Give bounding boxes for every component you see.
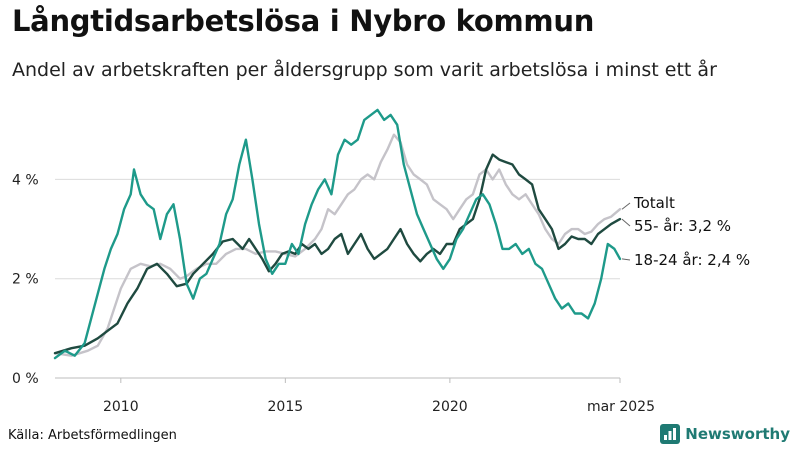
source-note: Källa: Arbetsförmedlingen <box>8 428 177 443</box>
chart-icon <box>660 424 681 444</box>
series-line-1 <box>53 153 622 355</box>
y-tick-label: 4 % <box>12 172 39 188</box>
brand-logo[interactable]: Newsworthy <box>660 424 790 444</box>
series-label-leader <box>621 218 631 227</box>
series-label-leader <box>621 258 631 261</box>
series-end-label: 55- år: 3,2 % <box>634 217 731 235</box>
y-tick-label: 0 % <box>12 371 39 387</box>
series-layer <box>53 108 622 360</box>
x-tick-label: mar 2025 <box>587 399 655 415</box>
chart-title: Långtidsarbetslösa i Nybro kommun <box>12 4 595 38</box>
x-tick-label: 2010 <box>103 399 139 415</box>
series-end-label: Totalt <box>633 194 675 212</box>
series-label-leader <box>621 202 631 210</box>
x-tick-label: 2015 <box>268 399 304 415</box>
series-end-label: 18-24 år: 2,4 % <box>634 251 750 269</box>
grid-layer <box>55 178 621 383</box>
series-line-0 <box>53 133 622 357</box>
chart-subtitle: Andel av arbetskraften per åldersgrupp s… <box>12 59 717 81</box>
label-layer: 0 % 2 % 4 % 2010 2015 2020 mar 2025 Totalt 55- å… <box>12 172 750 415</box>
y-tick-label: 2 % <box>12 272 39 288</box>
series-line-2 <box>53 108 622 360</box>
x-tick-label: 2020 <box>432 399 468 415</box>
brand-name: Newsworthy <box>685 425 790 443</box>
